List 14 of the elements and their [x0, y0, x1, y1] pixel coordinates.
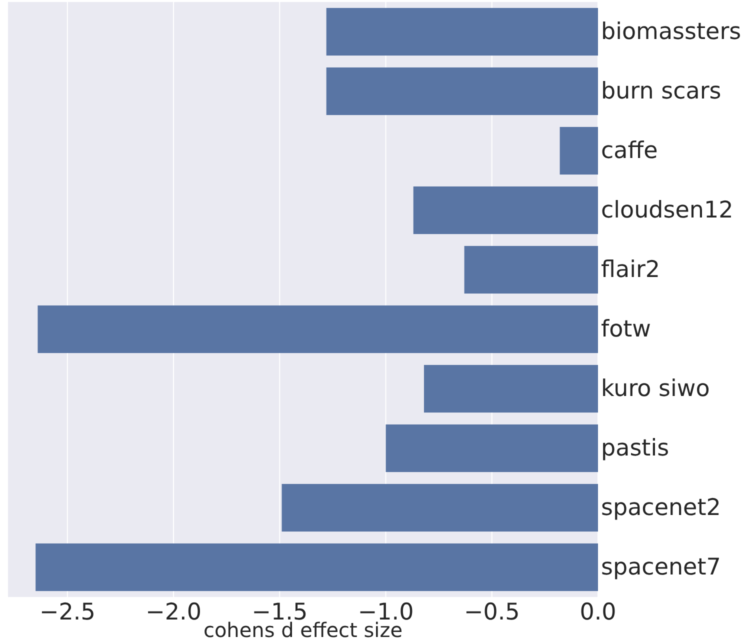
y-tick-label: fotw	[601, 316, 651, 343]
y-tick-label: burn scars	[601, 78, 722, 105]
y-tick-label: spacenet2	[601, 495, 721, 522]
y-tick-label: spacenet7	[601, 554, 721, 581]
y-tick-label: biomassters	[601, 19, 742, 46]
x-tick-label: 0.0	[580, 599, 616, 626]
y-tick-label: flair2	[601, 257, 660, 284]
y-tick-label: caffe	[601, 138, 658, 164]
y-tick-label: kuro siwo	[601, 376, 710, 402]
y-tick-label: pastis	[601, 436, 670, 462]
y-tick-label: cloudsen12	[601, 198, 734, 224]
x-tick-label: −0.5	[464, 599, 520, 626]
x-tick-label: −2.0	[146, 599, 202, 626]
x-tick-label: −2.5	[39, 599, 96, 626]
